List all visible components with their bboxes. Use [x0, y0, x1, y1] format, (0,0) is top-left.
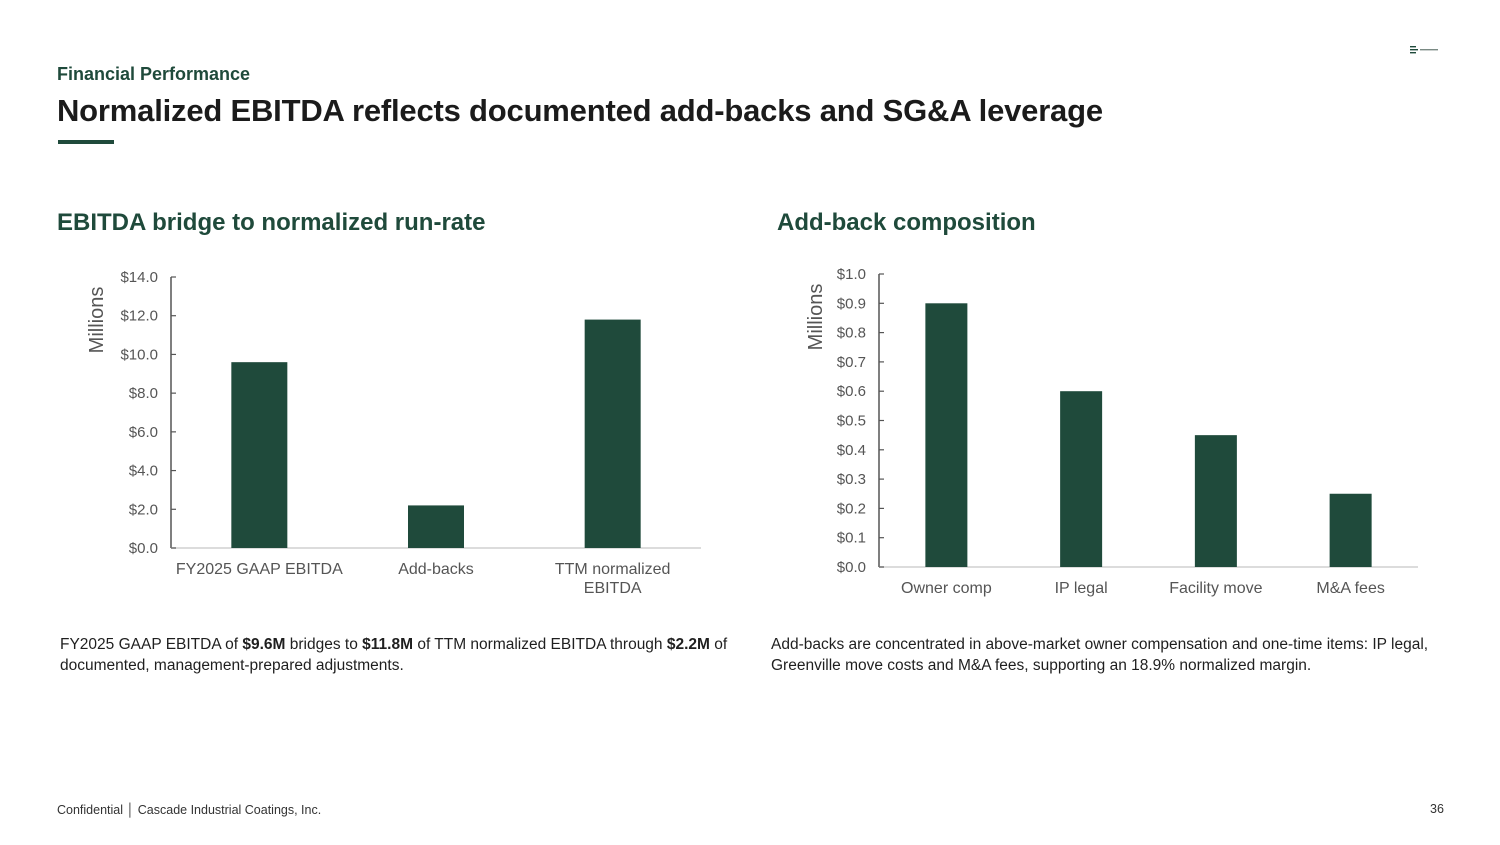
- bar: [1060, 391, 1103, 567]
- x-tick-label: Add-backs: [398, 561, 474, 578]
- y-tick-label: $0.3: [837, 471, 866, 488]
- gaap-ebitda-value: $9.6M: [242, 636, 286, 653]
- bridge-chart-title: EBITDA bridge to normalized run-rate: [57, 209, 486, 236]
- x-tick-label: M&A fees: [1316, 580, 1384, 597]
- bar: [231, 362, 288, 548]
- footer-confidential: Confidential │ Cascade Industrial Coatin…: [57, 803, 322, 817]
- y-tick-label: $0.1: [837, 530, 866, 547]
- y-tick-label: $6.0: [129, 424, 158, 441]
- ebitda-bridge-chart: $0.0 $2.0 $4.0 $6.0 $8.0 $10.0 $12.0 $14.0 Milli…: [86, 269, 701, 597]
- y-tick-label: $0.5: [837, 413, 866, 430]
- y-tick-label: $0.9: [837, 295, 866, 312]
- y-tick-label: $14.0: [120, 269, 158, 286]
- section-kicker: Financial Performance: [57, 64, 251, 84]
- x-tick-label: TTM normalized EBITDA: [555, 561, 671, 597]
- y-tick-label: $0.8: [837, 325, 866, 342]
- y-tick-label: $12.0: [120, 308, 158, 325]
- y-tick-label: $0.6: [837, 383, 866, 400]
- x-tick-label: IP legal: [1055, 580, 1108, 597]
- y-tick-label: $0.2: [837, 500, 866, 517]
- y-tick-label: $0.7: [837, 354, 866, 371]
- y-axis-label: Millions: [805, 284, 827, 351]
- bar: [1194, 435, 1237, 567]
- y-tick-label: $0.0: [837, 559, 866, 576]
- page-number: 36: [1430, 802, 1444, 816]
- y-tick-label: $2.0: [129, 501, 158, 518]
- bridge-caption: FY2025 GAAP EBITDA of $9.6M bridges to $…: [60, 636, 728, 674]
- y-tick-label: $1.0: [837, 266, 866, 283]
- addbacks-value: $2.2M: [666, 636, 710, 653]
- composition-chart-title: Add-back composition: [777, 209, 1036, 236]
- x-tick-label: FY2025 GAAP EBITDA: [176, 561, 343, 578]
- composition-caption: Add-backs are concentrated in above-mark…: [771, 636, 1429, 674]
- y-tick-label: $0.0: [129, 540, 158, 557]
- x-tick-label: Owner comp: [901, 580, 992, 597]
- bar: [1329, 493, 1372, 567]
- y-tick-label: $4.0: [129, 463, 158, 480]
- bar: [408, 505, 464, 548]
- bar: [925, 303, 968, 567]
- page-title: Normalized EBITDA reflects documented ad…: [57, 93, 1103, 128]
- y-tick-label: $8.0: [129, 385, 158, 402]
- y-tick-label: $0.4: [837, 442, 866, 459]
- normalized-ebitda-value: $11.8M: [362, 636, 414, 653]
- y-tick-label: $10.0: [120, 346, 158, 363]
- title-underline: [58, 140, 114, 144]
- x-tick-label: Facility move: [1169, 580, 1262, 597]
- addback-composition-chart: $0.0 $0.1 $0.2 $0.3 $0.4 $0.5 $0.6 $0.7 $0.8 $0.9…: [805, 266, 1418, 597]
- bar: [584, 319, 641, 548]
- company-logo-icon: [1410, 46, 1438, 54]
- y-axis-label: Millions: [86, 287, 108, 354]
